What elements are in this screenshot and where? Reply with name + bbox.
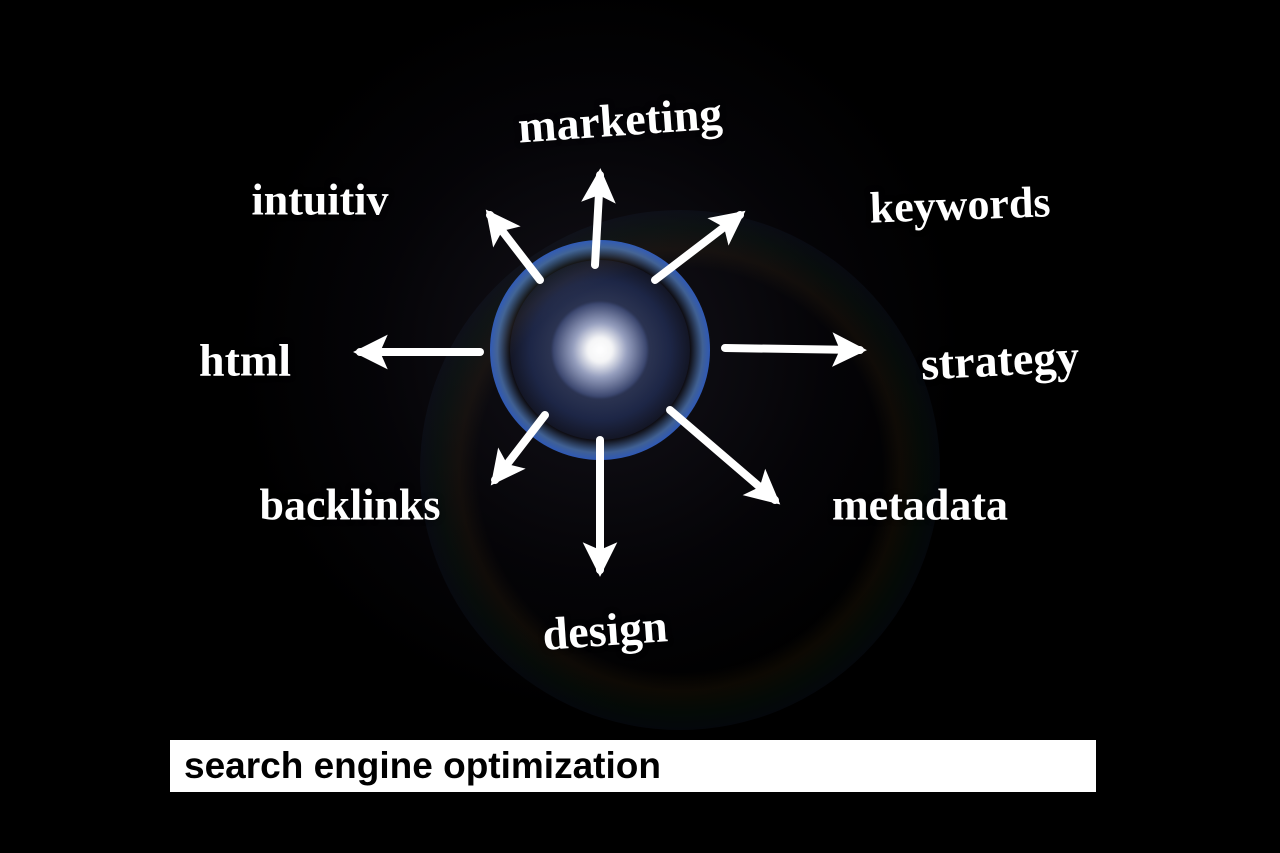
flare-chromatic-ring [420,210,940,730]
node-design: design [541,599,670,661]
node-marketing: marketing [516,86,724,153]
arrow-marketing [595,175,600,265]
flare-core [552,302,648,398]
arrow-keywords [655,215,740,280]
flare-ring [490,240,710,460]
flare-inner [510,260,690,440]
node-html: html [199,334,291,387]
arrow-strategy [725,348,860,350]
diagram-stage: marketing keywords strategy metadata des… [0,0,1280,853]
node-keywords: keywords [869,176,1052,233]
node-metadata: metadata [832,480,1008,531]
title-bar: search engine optimization [170,740,1096,792]
node-intuitiv: intuitiv [252,175,389,226]
node-backlinks: backlinks [260,480,441,531]
node-strategy: strategy [920,329,1081,390]
arrow-metadata [670,410,775,500]
arrow-intuitiv [490,215,540,280]
arrow-backlinks [495,415,545,480]
title-text: search engine optimization [184,745,661,787]
